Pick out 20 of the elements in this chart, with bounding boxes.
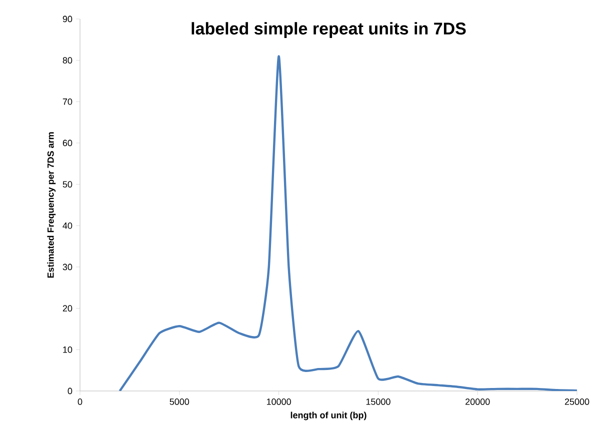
x-tick-label: 20000 — [466, 398, 490, 405]
x-tick-label: 10000 — [266, 398, 291, 405]
y-tick-label: 10 — [63, 346, 72, 353]
chart-title: labeled simple repeat units in 7DS — [192, 22, 466, 38]
x-axis-title: length of unit (bp) — [290, 412, 366, 420]
y-tick-label: 50 — [62, 181, 72, 188]
y-tick-label: 40 — [62, 222, 72, 229]
y-tick-label: 30 — [62, 264, 72, 270]
y-tick-label: 80 — [62, 57, 72, 64]
x-tick-label: 15000 — [366, 398, 390, 405]
y-tick-label: 0 — [68, 388, 72, 394]
y-tick-label: 90 — [62, 16, 72, 22]
x-tick-label: 25000 — [564, 398, 590, 405]
y-axis-title: Estimated Frequency per 7DS arm — [47, 132, 56, 278]
y-tick-label: 60 — [62, 140, 72, 146]
y-tick-label: 20 — [62, 305, 72, 312]
x-tick-label: 5000 — [170, 398, 190, 405]
x-tick-label: 0 — [78, 398, 82, 405]
line-series — [118, 55, 577, 391]
y-tick-label: 70 — [62, 98, 72, 105]
